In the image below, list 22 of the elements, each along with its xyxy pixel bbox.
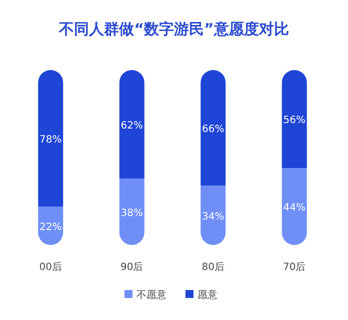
chart-title: 不同人群做“数字游民”意愿度对比 bbox=[58, 20, 289, 38]
data-label: 56% bbox=[283, 115, 306, 126]
x-tick-label: 70后 bbox=[283, 261, 306, 273]
x-tick-label: 90后 bbox=[120, 261, 144, 273]
bar bbox=[282, 168, 307, 245]
bar bbox=[38, 70, 64, 206]
data-label: 44% bbox=[283, 202, 306, 214]
x-tick-label: 80后 bbox=[202, 261, 224, 273]
data-label: 34% bbox=[202, 211, 224, 222]
x-tick-label: 00后 bbox=[39, 261, 62, 273]
data-label: 66% bbox=[202, 124, 224, 135]
data-label: 62% bbox=[120, 120, 143, 132]
data-label: 78% bbox=[40, 134, 62, 146]
bar bbox=[200, 70, 226, 186]
bar bbox=[119, 178, 144, 245]
bar bbox=[200, 186, 226, 245]
data-label: 22% bbox=[40, 222, 62, 233]
data-label: 38% bbox=[120, 208, 143, 219]
bar bbox=[282, 70, 307, 168]
bar bbox=[119, 70, 144, 178]
legend-label: 愿意 bbox=[198, 289, 218, 301]
legend-label: 不愿意 bbox=[136, 289, 166, 301]
